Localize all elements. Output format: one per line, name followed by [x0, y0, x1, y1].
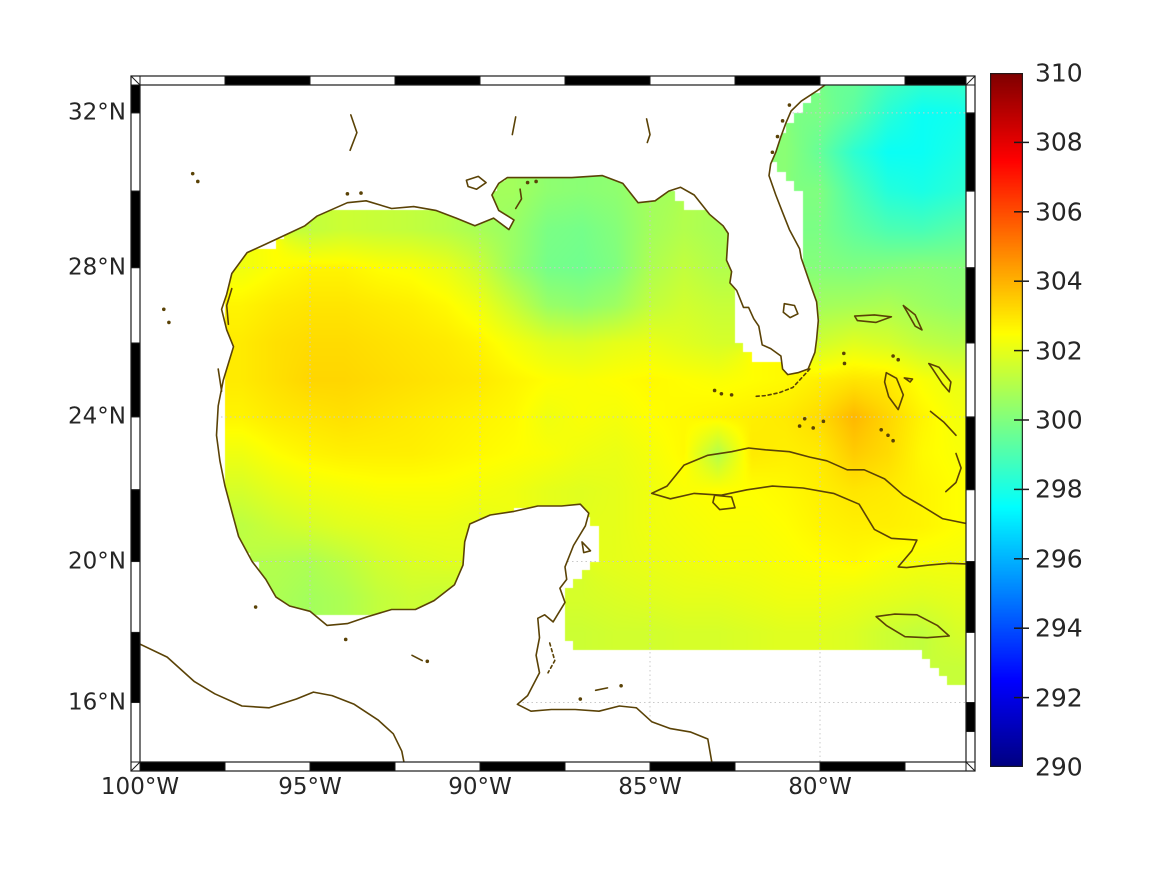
colorbar-tick-label: 306: [1035, 197, 1083, 227]
coastline-ragged-chain: [945, 452, 962, 493]
colorbar-tick-label: 292: [1035, 683, 1083, 713]
islet-dot: [190, 171, 195, 176]
lon-tick-label: 90°W: [448, 774, 512, 800]
islet-dot: [162, 307, 166, 312]
lat-tick-label: 28°N: [68, 254, 126, 281]
islet-dot: [775, 134, 780, 139]
lon-tick-label: 80°W: [788, 774, 852, 800]
coastline-lake-okeechobee: [782, 302, 799, 319]
north-america-landmask: [140, 85, 825, 762]
coastline-exuma-chain: [929, 410, 957, 437]
colorbar-tick-label: 298: [1035, 474, 1083, 504]
frame-corner-miter: [130, 75, 141, 86]
islet-dot: [167, 320, 171, 325]
pacific-coastline: [140, 643, 405, 762]
islet-dot: [770, 150, 775, 155]
islet-dot: [729, 393, 734, 397]
colorbar-tick-label: 294: [1035, 613, 1083, 643]
lat-tick-label: 16°N: [68, 689, 126, 716]
coastline-toledo-bend: [349, 114, 358, 152]
islet-dot: [425, 659, 430, 664]
islet-dot: [896, 357, 900, 362]
coastline-laguna-madre-mexico: [217, 368, 223, 392]
islet-dot: [345, 192, 350, 196]
colorbar-tick-label: 310: [1035, 58, 1083, 88]
islet-dot: [525, 180, 530, 185]
coastline-cozumel: [581, 541, 592, 554]
colorbar-tick-label: 300: [1035, 405, 1083, 435]
islet-dot: [891, 354, 895, 358]
lon-tick-label: 95°W: [278, 774, 342, 800]
islet-dot: [802, 416, 807, 421]
coastline-isla-juventud: [712, 494, 736, 511]
islet-dot: [780, 119, 785, 123]
colorbar-tick-label: 308: [1035, 127, 1083, 157]
islet-dot: [787, 103, 792, 107]
coastline-usumacinta: [411, 654, 423, 662]
islet-dot: [719, 391, 724, 396]
islet-dot: [797, 424, 802, 428]
islet-dot: [821, 419, 826, 424]
islet-dot: [891, 438, 895, 443]
colorbar-tick-label: 302: [1035, 336, 1083, 366]
lat-tick-label: 20°N: [68, 548, 126, 575]
islet-dot: [811, 426, 815, 430]
colorbar-tick-label: 304: [1035, 266, 1083, 296]
coastline-chattahoochee: [645, 118, 651, 144]
islet-dot: [253, 605, 258, 609]
coastline-florida-keys: [754, 368, 811, 398]
coastline-abaco: [902, 304, 923, 331]
islet-dot: [886, 433, 890, 438]
coastline-lake-pontchartrain: [465, 175, 487, 190]
colorbar-tick-label: 290: [1035, 752, 1083, 782]
coastline-jamaica: [875, 613, 950, 639]
frame-corner-miter: [965, 75, 976, 86]
coastline-eleuthera: [928, 362, 952, 393]
lon-tick-label: 100°W: [100, 774, 180, 800]
islet-dot: [578, 697, 583, 701]
islet-dot: [196, 179, 200, 184]
map-frame: [130, 75, 976, 772]
frame-corner-miter: [130, 761, 141, 772]
islet-dot: [879, 427, 883, 432]
islet-dot: [842, 361, 847, 366]
coastline-chandeleur: [514, 188, 523, 210]
islet-dot: [534, 179, 538, 184]
lon-tick-label: 85°W: [618, 774, 682, 800]
coastline-pearl-river: [511, 116, 517, 136]
coastline-roatan: [594, 687, 609, 692]
colorbar-tick-label: 296: [1035, 544, 1083, 574]
islet-dot: [712, 388, 717, 393]
frame-corner-miter: [965, 761, 976, 772]
lat-tick-label: 32°N: [68, 99, 126, 126]
islet-dot: [842, 351, 846, 356]
gulf-atlantic-coastline: [215, 85, 827, 762]
coastline-cuba: [650, 447, 966, 569]
coastline-andros: [883, 371, 905, 411]
islet-dot: [619, 683, 623, 688]
coastline-belize-cays: [547, 642, 556, 674]
coastline-laguna-madre-texas: [225, 287, 233, 326]
colorbar-ticks: [1014, 141, 1029, 699]
islet-dot: [343, 637, 348, 642]
lat-tick-label: 24°N: [68, 403, 126, 430]
coastline-new-providence: [903, 377, 914, 383]
coastline-grand-bahama: [853, 314, 893, 324]
islet-dot: [359, 191, 363, 195]
